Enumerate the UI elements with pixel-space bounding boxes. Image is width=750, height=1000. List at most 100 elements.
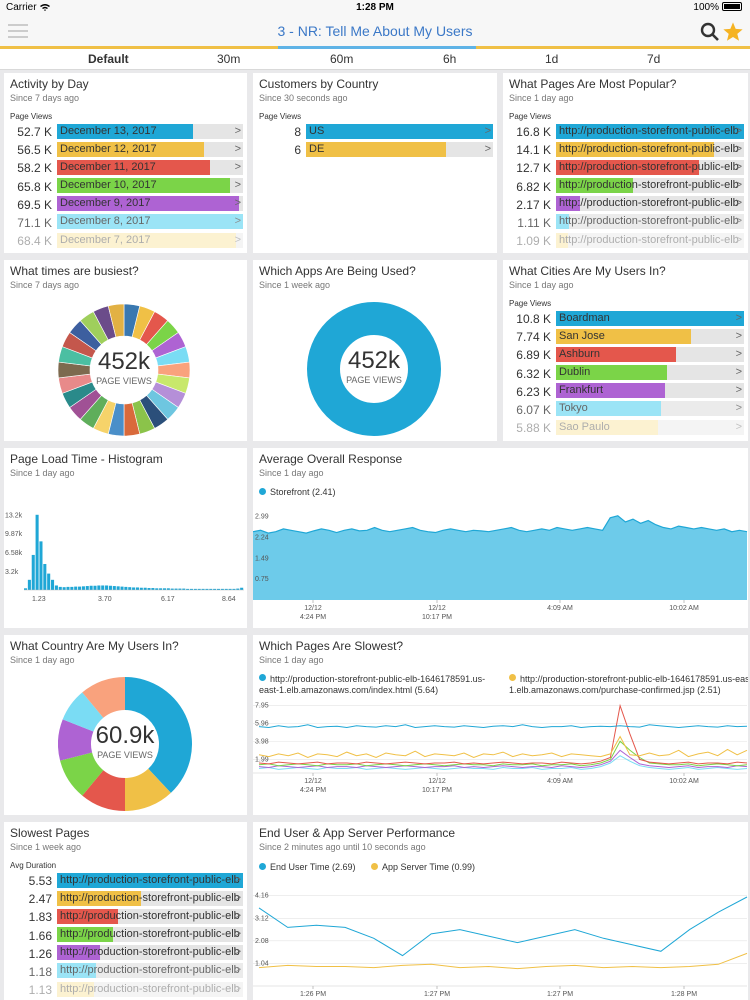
line-series (258, 735, 748, 759)
bar-row[interactable]: 1.26 http://production-storefront-public… (4, 944, 247, 962)
card-customers-by-country[interactable]: Customers by Country Since 30 seconds ag… (253, 73, 497, 253)
bar-fill (306, 123, 493, 139)
bar-label: http://production-storefront-public-elb (60, 909, 240, 922)
time-option-default[interactable]: Default (88, 52, 129, 66)
histogram-bar (101, 585, 105, 590)
time-option-7d[interactable]: 7d (647, 52, 661, 66)
card-busiest-times[interactable]: What times are busiest? Since 7 days ago… (4, 260, 247, 441)
legend-label: App Server Time (0.99) (382, 862, 476, 872)
bar-fill (57, 214, 243, 230)
bar-row[interactable]: 7.74 K San Jose > (503, 327, 748, 345)
bar-list: 10.8 K Boardman > 7.74 K San Jose > 6.89… (503, 309, 748, 436)
bar-row[interactable]: 6 DE > (253, 140, 497, 158)
donut-slice (125, 768, 171, 811)
bar-track: http://production-storefront-public-elb … (57, 963, 243, 979)
bar-value: 65.8 K (17, 179, 52, 194)
bar-value: 1.66 (28, 928, 52, 943)
card-subtitle: Since 1 week ago (259, 280, 331, 290)
x-tick-label: 10:17 PM (422, 787, 452, 794)
histogram-bar (128, 587, 132, 590)
menu-icon[interactable] (8, 24, 28, 38)
donut-caption: PAGE VIEWS (97, 750, 153, 760)
card-slowest-pages-chart[interactable]: Which Pages Are Slowest? Since 1 day ago… (253, 635, 748, 815)
bar-value: 1.13 (28, 983, 52, 998)
time-range-highlight (278, 46, 476, 49)
histogram-bar (27, 579, 31, 590)
bar-row[interactable]: 12.7 K http://production-storefront-publ… (503, 158, 748, 176)
histogram-bar (166, 588, 170, 590)
card-apps-used[interactable]: Which Apps Are Being Used? Since 1 week … (253, 260, 497, 441)
chevron-right-icon: > (735, 347, 742, 360)
chevron-right-icon: > (234, 197, 241, 210)
bar-row[interactable]: 5.53 http://production-storefront-public… (4, 871, 247, 889)
x-tick-label: 1:27 PM (547, 991, 573, 998)
bar-value: 1.83 (28, 910, 52, 925)
bar-row[interactable]: 2.47 http://production-storefront-public… (4, 889, 247, 907)
bar-row[interactable]: 1.66 http://production-storefront-public… (4, 926, 247, 944)
favorite-star-icon[interactable] (722, 21, 744, 43)
bar-fill (556, 310, 744, 326)
chevron-right-icon: > (735, 384, 742, 397)
bar-label: DE (309, 142, 325, 155)
bar-row[interactable]: 68.4 K December 7, 2017 > (4, 231, 247, 249)
bar-row[interactable]: 6.89 K Ashburn > (503, 345, 748, 363)
bar-list: 8 US > 6 DE > (253, 122, 497, 158)
histogram-bar (189, 588, 194, 590)
card-subtitle: Since 1 day ago (509, 280, 574, 290)
time-option-60m[interactable]: 60m (330, 52, 354, 66)
bar-row[interactable]: 14.1 K http://production-storefront-publ… (503, 140, 748, 158)
y-tick-label: 6.58k (5, 550, 23, 557)
bar-row[interactable]: 16.8 K http://production-storefront-publ… (503, 122, 748, 140)
histogram-bar (178, 588, 182, 590)
chevron-right-icon: > (234, 982, 241, 995)
time-option-1d[interactable]: 1d (545, 52, 559, 66)
bar-row[interactable]: 65.8 K December 10, 2017 > (4, 177, 247, 195)
card-enduser-appserver[interactable]: End User & App Server Performance Since … (253, 822, 748, 1000)
bar-row[interactable]: 6.07 K Tokyo > (503, 400, 748, 418)
bar-row[interactable]: 56.5 K December 12, 2017 > (4, 140, 247, 158)
countries-donut-svg (57, 677, 192, 811)
bar-row[interactable]: 1.13 http://production-storefront-public… (4, 980, 247, 998)
bar-row[interactable]: 71.1 K December 8, 2017 > (4, 213, 247, 231)
bar-row[interactable]: 5.88 K Sao Paulo > (503, 418, 748, 436)
card-activity-by-day[interactable]: Activity by Day Since 7 days ago Page Vi… (4, 73, 247, 253)
bar-row[interactable]: 52.7 K December 13, 2017 > (4, 122, 247, 140)
search-icon[interactable] (700, 22, 720, 42)
bar-row[interactable]: 69.5 K December 9, 2017 > (4, 195, 247, 213)
bar-fill (556, 196, 581, 212)
bar-track: http://production-storefront-public-elb … (57, 872, 243, 888)
time-option-30m[interactable]: 30m (217, 52, 241, 66)
bar-row[interactable]: 6.82 K http://production-storefront-publ… (503, 177, 748, 195)
bar-row[interactable]: 1.83 http://production-storefront-public… (4, 907, 247, 925)
card-subtitle: Since 1 week ago (10, 842, 82, 852)
bar-value: 1.26 (28, 946, 52, 961)
bar-track: http://production-storefront-public-elb … (57, 908, 243, 924)
bar-row[interactable]: 58.2 K December 11, 2017 > (4, 158, 247, 176)
bar-row[interactable]: 1.09 K http://production-storefront-publ… (503, 231, 748, 249)
card-popular-pages[interactable]: What Pages Are Most Popular? Since 1 day… (503, 73, 748, 253)
enduser-line-chart: 4.16 3.12 2.08 1.04 1:26 PM 1:27 PM 1:27 PM 1:2… (253, 893, 748, 998)
bar-row[interactable]: 1.18 http://production-storefront-public… (4, 962, 247, 980)
legend-item-purchase: http://production-storefront-public-elb-… (509, 674, 748, 696)
bar-row[interactable]: 6.32 K Dublin > (503, 364, 748, 382)
battery: 100% (693, 2, 742, 13)
bar-value: 14.1 K (516, 143, 551, 158)
bar-row[interactable]: 6.23 K Frankfurt > (503, 382, 748, 400)
bar-label: December 8, 2017 (60, 215, 151, 228)
bar-row[interactable]: 2.17 K http://production-storefront-publ… (503, 195, 748, 213)
bar-fill (57, 927, 113, 943)
card-load-histogram[interactable]: Page Load Time - Histogram Since 1 day a… (4, 448, 247, 628)
bar-track: US > (306, 123, 493, 139)
bar-fill (556, 419, 658, 435)
bar-row[interactable]: 10.8 K Boardman > (503, 309, 748, 327)
bar-label: http://production-storefront-public-elb (559, 142, 739, 155)
card-slowest-pages[interactable]: Slowest Pages Since 1 week ago Avg Durat… (4, 822, 247, 1000)
bar-row[interactable]: 8 US > (253, 122, 497, 140)
card-user-cities[interactable]: What Cities Are My Users In? Since 1 day… (503, 260, 748, 441)
card-avg-response[interactable]: Average Overall Response Since 1 day ago… (253, 448, 748, 628)
bar-row[interactable]: 1.11 K http://production-storefront-publ… (503, 213, 748, 231)
time-option-6h[interactable]: 6h (443, 52, 457, 66)
bar-fill (556, 346, 677, 362)
area-series (253, 515, 747, 600)
card-user-countries[interactable]: What Country Are My Users In? Since 1 da… (4, 635, 247, 815)
